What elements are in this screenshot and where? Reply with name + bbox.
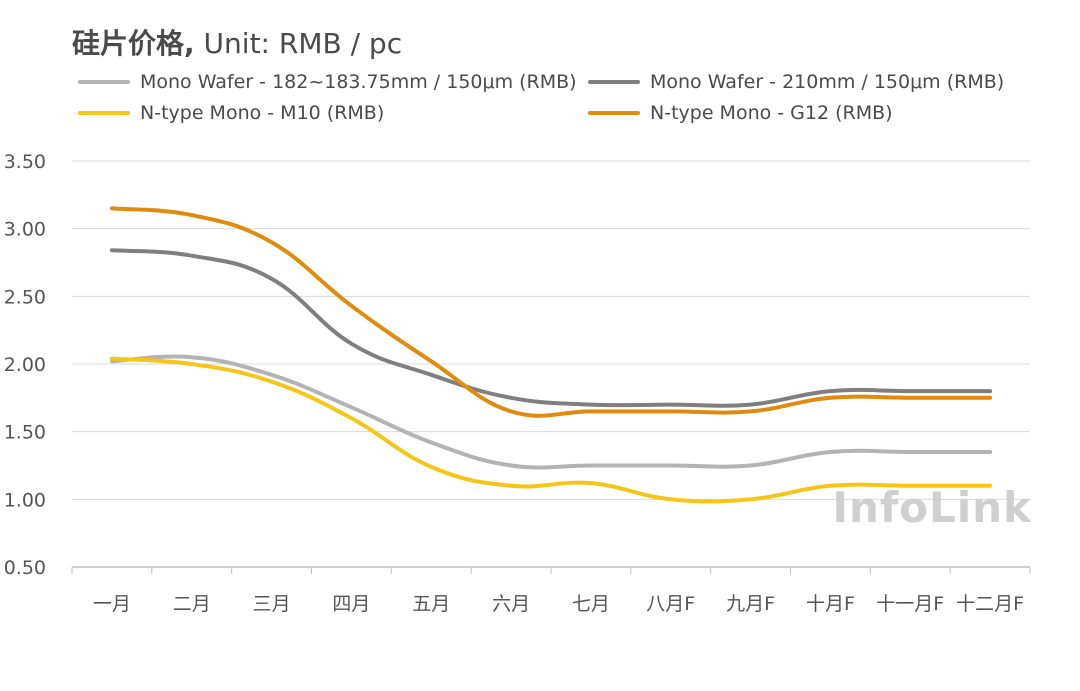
series-lines: [109, 206, 993, 504]
legend-item-ntype-m10: N-type Mono - M10 (RMB): [78, 102, 384, 124]
x-tick-label: 十二月F: [956, 593, 1024, 615]
y-tick-label: 3.50: [4, 151, 46, 173]
legend-label: N-type Mono - G12 (RMB): [650, 102, 893, 124]
x-tick-label: 二月: [173, 593, 211, 615]
y-tick-label: 2.50: [4, 286, 46, 308]
x-tick-label: 六月: [492, 593, 530, 615]
legend-label: Mono Wafer - 182~183.75mm / 150μm (RMB): [140, 71, 577, 93]
chart-title-unit: Unit: RMB / pc: [203, 27, 403, 60]
y-tick-label: 3.00: [4, 219, 46, 241]
x-tick-label: 四月: [332, 593, 370, 615]
legend-label: N-type Mono - M10 (RMB): [140, 102, 385, 124]
series-line-2: [109, 356, 993, 504]
x-tick-label: 八月F: [646, 593, 695, 615]
y-axis: 0.50 1.00 1.50 2.00 2.50 3.00 3.50: [4, 151, 46, 579]
y-tick-label: 1.00: [4, 489, 46, 511]
x-tick-label: 十一月F: [876, 593, 944, 615]
x-axis: 一月 二月 三月 四月 五月 六月 七月 八月F 九月F 十月F 十一月F 十二月F: [71, 567, 1031, 615]
series-line-1: [109, 248, 993, 408]
x-tick-label: 十月F: [806, 593, 855, 615]
legend-item-mono-210: Mono Wafer - 210mm / 150μm (RMB): [588, 71, 1004, 93]
legend-swatch: [588, 111, 640, 115]
series-line-0: [109, 354, 993, 470]
series-line-3: [109, 206, 993, 418]
x-tick-label: 七月: [572, 593, 610, 615]
y-tick-label: 0.50: [4, 557, 46, 579]
legend-item-ntype-g12: N-type Mono - G12 (RMB): [588, 102, 893, 124]
x-tick-label: 三月: [253, 593, 291, 615]
chart-title: 硅片价格, Unit: RMB / pc: [72, 22, 402, 62]
infolink-watermark: InfoLink: [832, 483, 1032, 532]
legend-swatch: [78, 111, 130, 115]
chart-title-main: 硅片价格,: [72, 27, 195, 60]
x-tick-label: 九月F: [726, 593, 775, 615]
legend-swatch: [588, 80, 640, 84]
y-tick-label: 2.00: [4, 354, 46, 376]
legend-item-mono-182: Mono Wafer - 182~183.75mm / 150μm (RMB): [78, 71, 577, 93]
y-tick-label: 1.50: [4, 422, 46, 444]
x-tick-label: 一月: [93, 593, 131, 615]
legend-label: Mono Wafer - 210mm / 150μm (RMB): [650, 71, 1005, 93]
x-tick-label: 五月: [412, 593, 450, 615]
legend-swatch: [78, 80, 130, 84]
